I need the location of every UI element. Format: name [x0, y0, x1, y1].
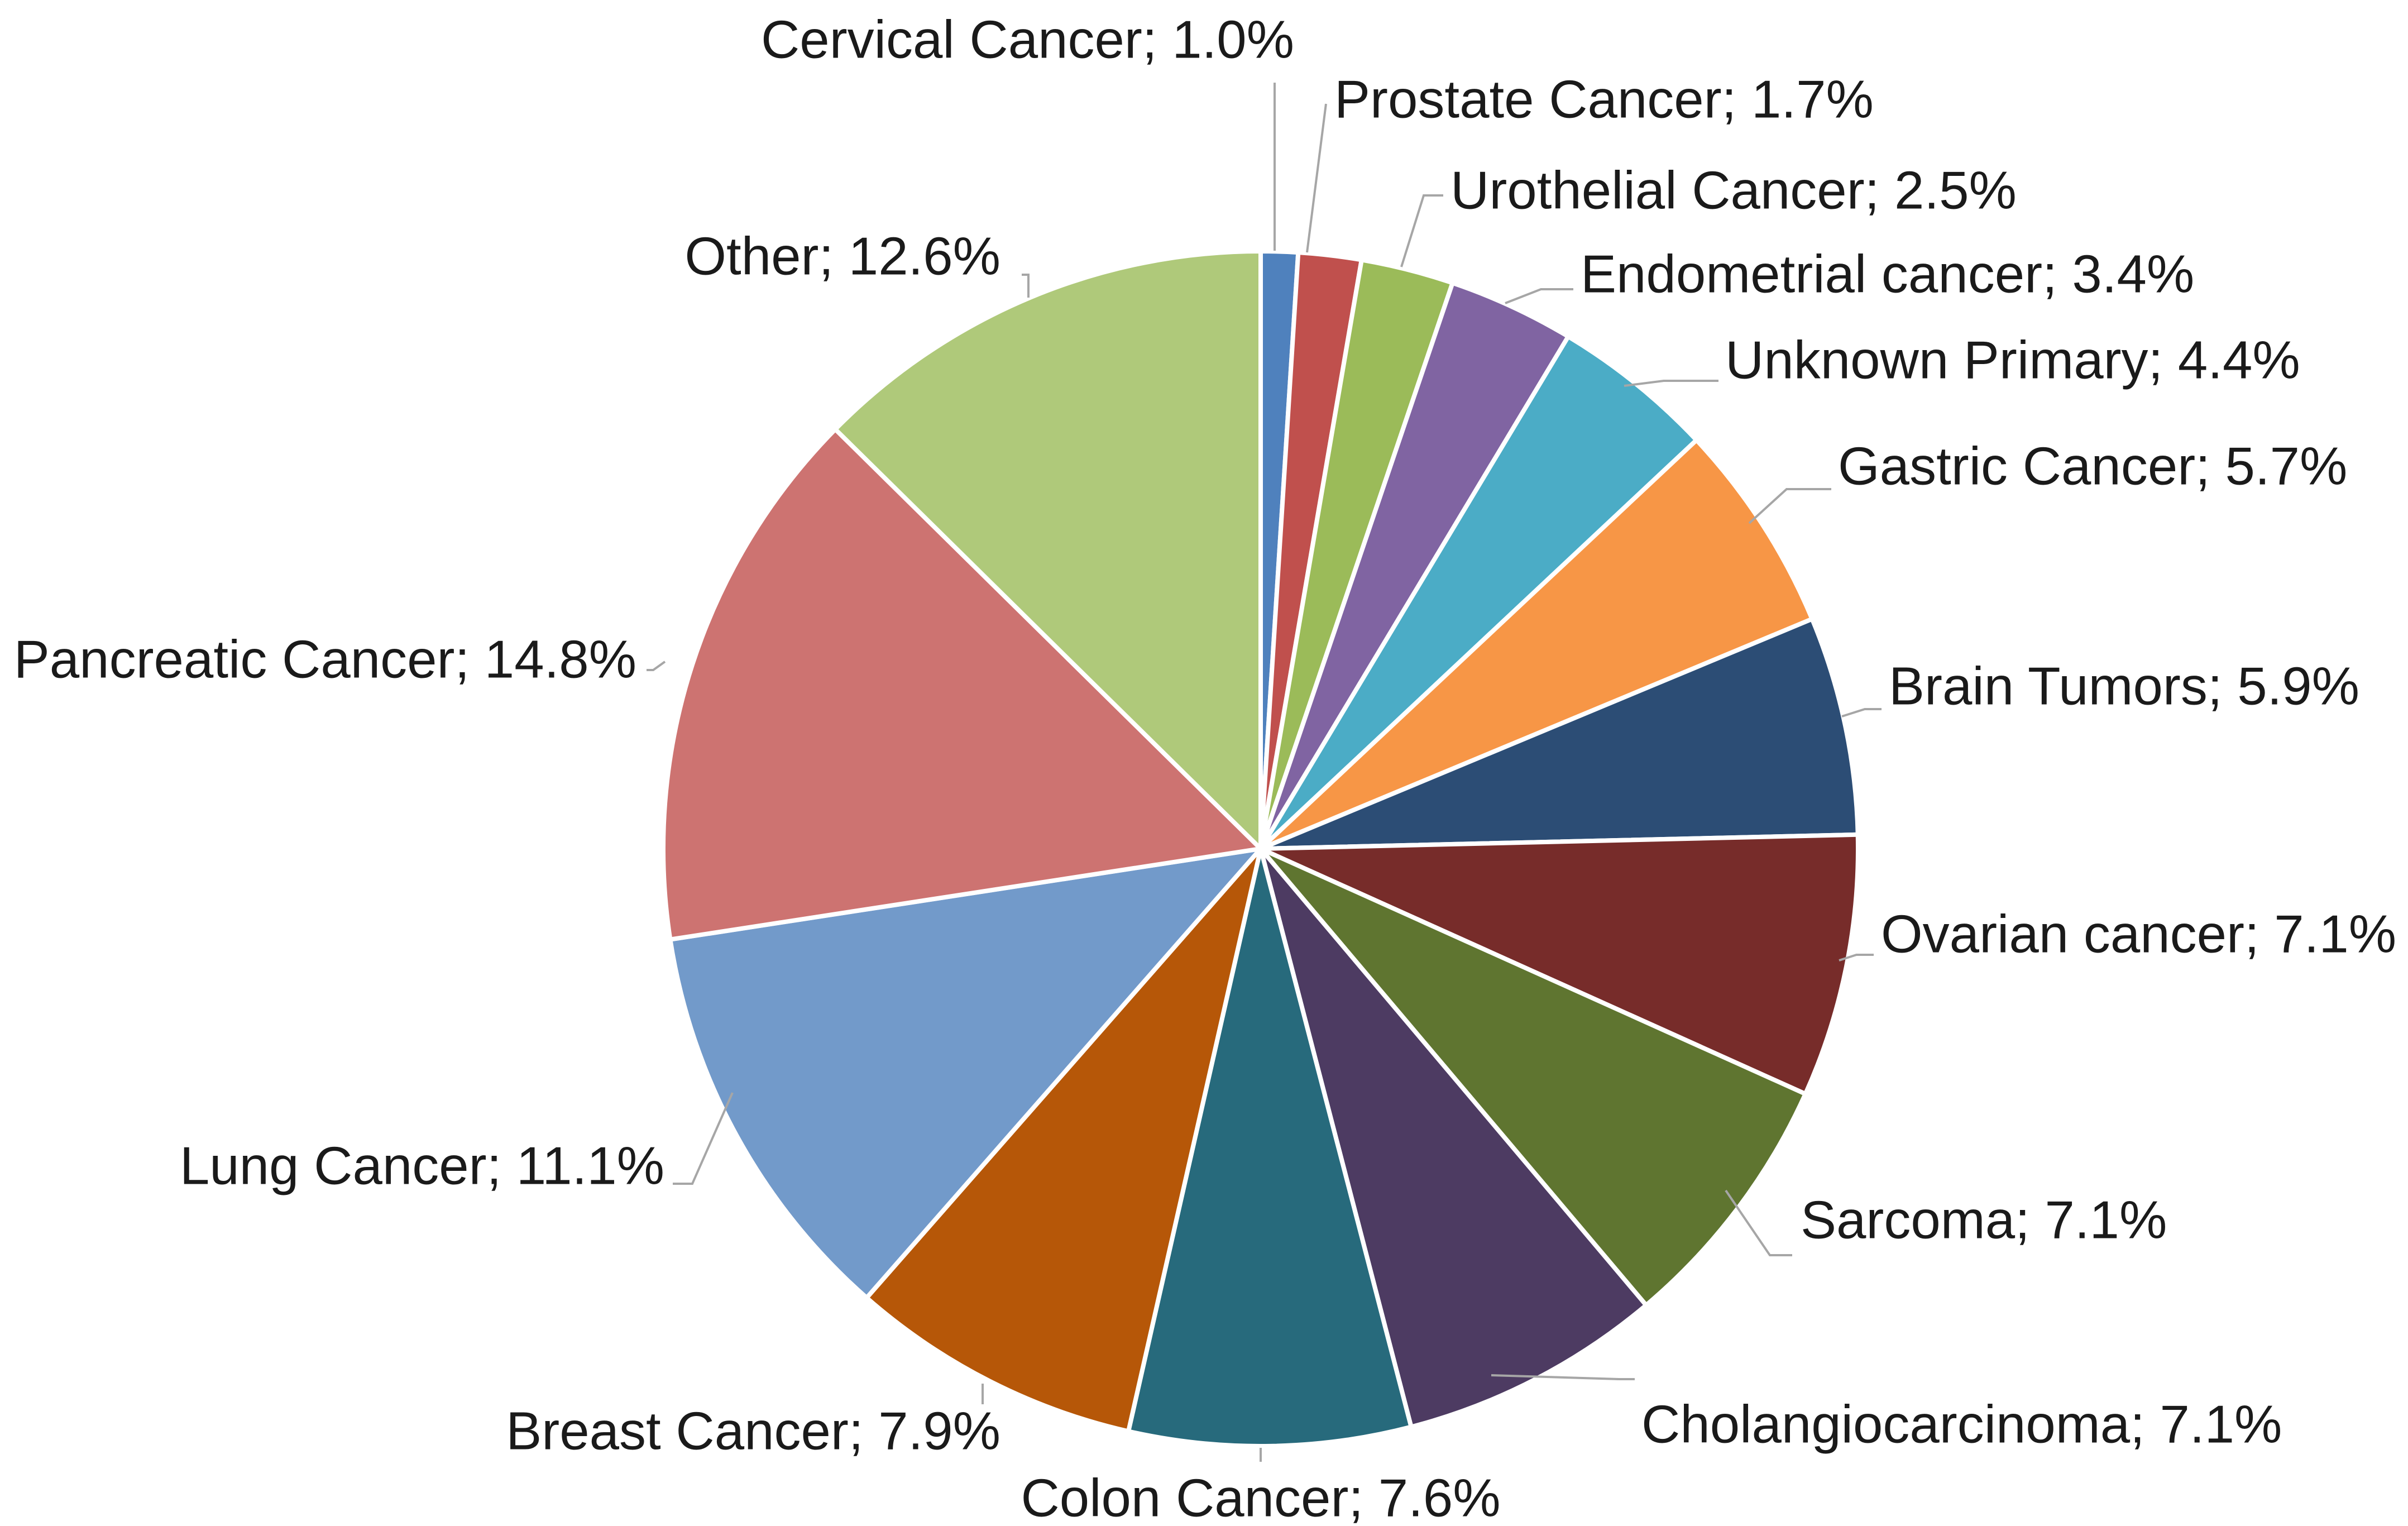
leader-line — [1505, 288, 1573, 304]
leader-line — [1491, 1374, 1635, 1380]
data-label: Colon Cancer; 7.6% — [1021, 1468, 1500, 1526]
pie-slice-cholangiocarcinoma — [1258, 846, 1649, 1429]
leader-line — [673, 1092, 734, 1185]
data-label: Cholangiocarcinoma; 7.1% — [1641, 1394, 2282, 1454]
pie-slice-pancreatic-cancer — [660, 427, 1263, 942]
data-label: Other; 12.6% — [684, 226, 1000, 286]
data-label: Pancreatic Cancer; 14.8% — [14, 629, 636, 689]
pie-slice-lung-cancer — [668, 846, 1263, 1300]
leader-line — [1400, 194, 1443, 267]
leader-line — [1839, 954, 1874, 961]
pie-slice-gastric-cancer — [1258, 438, 1815, 851]
pie-slices — [660, 248, 1860, 1448]
data-labels: Cervical Cancer; 1.0% Prostate Cancer; 1.… — [14, 9, 2396, 1526]
pie-slice-other — [833, 249, 1263, 851]
leader-line — [1022, 274, 1030, 298]
data-label: Unknown Primary; 4.4% — [1725, 330, 2300, 390]
data-label: Ovarian cancer; 7.1% — [1881, 904, 2396, 964]
data-label: Urothelial Cancer; 2.5% — [1450, 160, 2017, 220]
leader-line — [1725, 1189, 1792, 1256]
data-label: Prostate Cancer; 1.7% — [1334, 69, 1874, 129]
data-label: Sarcoma; 7.1% — [1801, 1190, 2167, 1250]
leader-line — [1306, 103, 1327, 253]
leader-line — [1841, 708, 1882, 717]
data-label: Lung Cancer; 11.1% — [180, 1136, 664, 1195]
leader-lines — [647, 83, 1882, 1462]
data-label: Endometrial cancer; 3.4% — [1581, 244, 2194, 304]
pie-slice-breast-cancer — [864, 846, 1263, 1434]
leader-line — [1748, 488, 1831, 524]
leader-line — [1624, 380, 1718, 387]
data-label: Cervical Cancer; 1.0% — [761, 9, 1294, 69]
pie-slice-endometrial-cancer — [1258, 280, 1571, 851]
pie-slice-ovarian-cancer — [1258, 832, 1860, 1097]
pie-slice-brain-tumors — [1258, 616, 1860, 851]
data-label: Breast Cancer; 7.9% — [506, 1401, 1000, 1461]
leader-line — [647, 661, 666, 671]
pie-slice-colon-cancer — [1126, 846, 1414, 1448]
data-label: Gastric Cancer; 5.7% — [1838, 436, 2347, 496]
data-label: Brain Tumors; 5.9% — [1889, 656, 2359, 716]
